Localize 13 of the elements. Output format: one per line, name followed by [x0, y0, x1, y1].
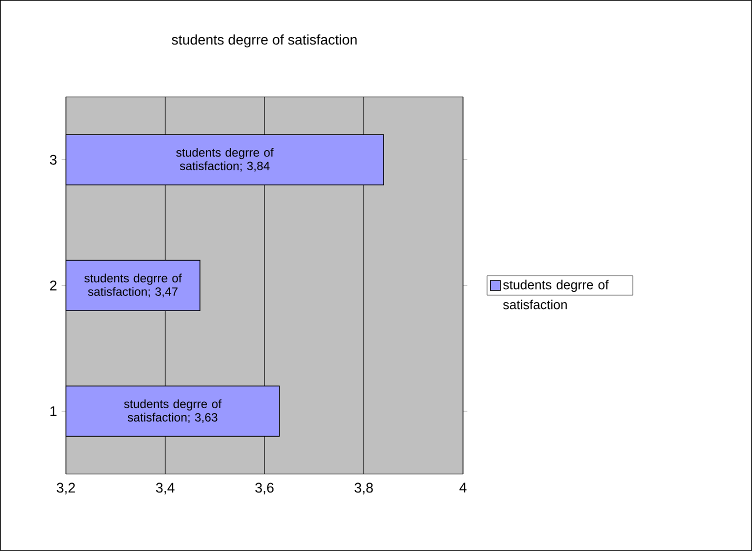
y-tick-label: 1 [50, 406, 56, 416]
data-label: students degrre of satisfaction; 3,47 [84, 274, 182, 298]
x-tick-label: 3,4 [156, 482, 174, 494]
chart-title: students degrre of satisfaction [172, 34, 357, 48]
x-tick-label: 3,8 [354, 482, 373, 494]
legend-label: students degrre of satisfaction [503, 280, 609, 310]
y-tick-label: 3 [50, 154, 57, 165]
x-tick-label: 3,6 [255, 482, 274, 494]
x-tick-label: 3,2 [56, 482, 75, 494]
data-label: students degrre of satisfaction; 3,84 [176, 148, 274, 172]
data-label: students degrre of satisfaction; 3,63 [124, 399, 222, 424]
x-tick-label: 4 [459, 482, 466, 492]
y-tick-label: 2 [50, 280, 56, 290]
